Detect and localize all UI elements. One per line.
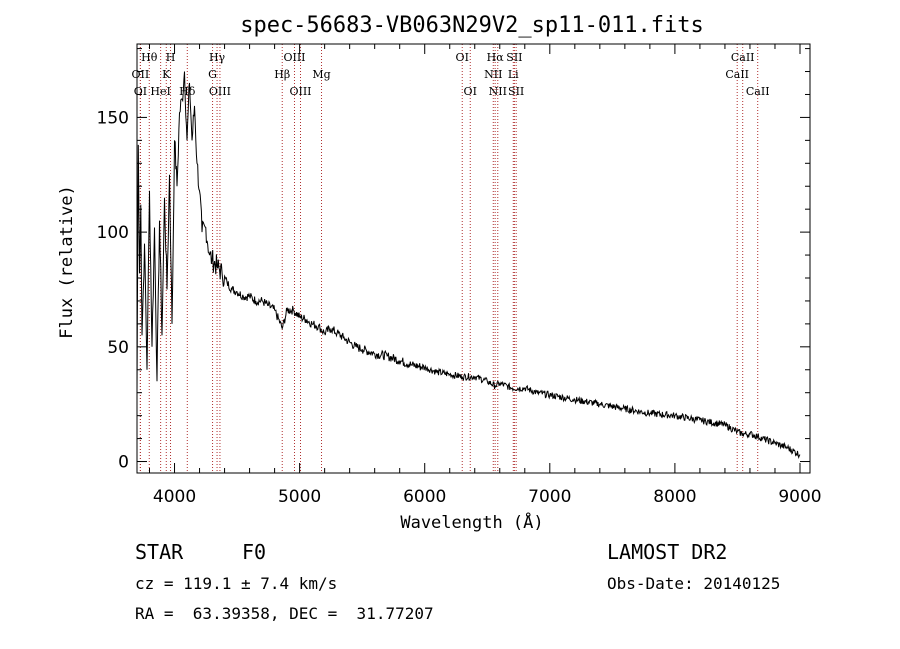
line-label-hα: Hα bbox=[487, 51, 505, 64]
line-label-h: H bbox=[166, 51, 176, 64]
y-tick-label: 50 bbox=[107, 338, 129, 358]
x-tick-label: 6000 bbox=[403, 487, 446, 507]
survey-name: LAMOST DR2 bbox=[607, 540, 728, 564]
line-label-sii: SII bbox=[508, 85, 524, 98]
y-tick-label: 0 bbox=[118, 453, 129, 473]
observation-date: Obs-Date: 20140125 bbox=[607, 574, 781, 593]
y-axis-ticks: 0 50 100 150 bbox=[97, 48, 810, 473]
line-label-nii: NII bbox=[489, 85, 507, 98]
velocity-readout: cz = 119.1 ± 7.4 km/s bbox=[135, 574, 338, 593]
line-label-oiii: OIII bbox=[289, 85, 311, 98]
line-label-nii: NII bbox=[484, 68, 502, 81]
line-label-k: K bbox=[162, 68, 171, 81]
line-label-caii: CaII bbox=[746, 85, 770, 98]
line-label-oiii: OIII bbox=[283, 51, 305, 64]
line-label-oi: OI bbox=[456, 51, 469, 64]
line-label-hδ: Hδ bbox=[179, 85, 196, 98]
emission-line-markers bbox=[139, 44, 759, 473]
line-label-caii: CaII bbox=[725, 68, 749, 81]
x-tick-label: 8000 bbox=[653, 487, 696, 507]
line-label-hei: HeI bbox=[150, 85, 170, 98]
line-label-oii: OII bbox=[132, 68, 150, 81]
x-axis-label: Wavelength (Å) bbox=[400, 511, 543, 533]
line-label-oi: OI bbox=[464, 85, 477, 98]
line-label-li: Li bbox=[508, 68, 519, 81]
plot-frame bbox=[136, 43, 811, 474]
object-type: STAR bbox=[135, 540, 184, 564]
spectral-subclass: F0 bbox=[242, 540, 267, 564]
y-tick-label: 100 bbox=[97, 223, 129, 243]
line-label-oiii: OIII bbox=[209, 85, 231, 98]
line-label-sii: SII bbox=[506, 51, 522, 64]
line-label-hθ: Hθ bbox=[141, 51, 158, 64]
line-label-oi: OI bbox=[134, 85, 147, 98]
line-label-g: G bbox=[208, 68, 217, 81]
y-tick-label: 150 bbox=[97, 108, 129, 128]
x-axis-ticks: 4000 5000 6000 7000 8000 9000 bbox=[149, 44, 822, 507]
line-label-hγ: Hγ bbox=[209, 51, 226, 64]
line-label-mg: Mg bbox=[312, 68, 330, 81]
x-tick-label: 5000 bbox=[278, 487, 321, 507]
coordinates-readout: RA = 63.39358, DEC = 31.77207 bbox=[135, 604, 434, 623]
x-tick-label: 4000 bbox=[153, 487, 196, 507]
chart-title: spec-56683-VB063N29V2_sp11-011.fits bbox=[240, 13, 704, 38]
line-label-hβ: Hβ bbox=[274, 68, 290, 81]
y-axis-label: Flux (relative) bbox=[57, 185, 77, 339]
spectrum-line bbox=[136, 71, 801, 459]
line-label-caii: CaII bbox=[731, 51, 755, 64]
x-tick-label: 9000 bbox=[778, 487, 821, 507]
x-tick-label: 7000 bbox=[528, 487, 571, 507]
